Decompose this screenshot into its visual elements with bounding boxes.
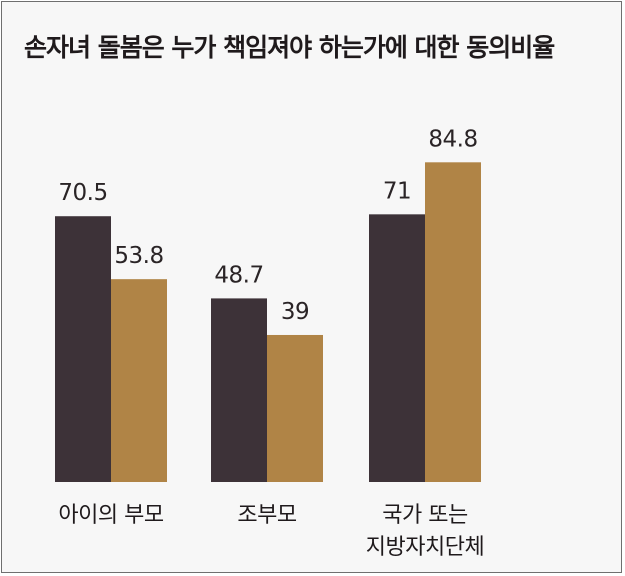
bar-g1-s0: [211, 298, 267, 482]
bar-g0-s0: [55, 216, 111, 482]
value-label-g0-s0: 70.5: [58, 180, 107, 206]
value-label-g2-s0: 71: [383, 178, 411, 204]
category-label-g2-line1: 지방자치단체: [366, 535, 484, 560]
chart-title: 손자녀 돌봄은 누가 책임져야 하는가에 대한 동의비율: [24, 33, 555, 62]
value-label-g2-s1: 84.8: [428, 126, 477, 152]
bar-g0-s1: [111, 279, 167, 482]
bar-g2-s1: [425, 162, 481, 482]
category-label-g0: 아이의 부모: [58, 503, 163, 528]
value-label-g1-s0: 48.7: [214, 262, 263, 288]
category-label-g2: 국가 또는: [382, 503, 468, 528]
value-label-g0-s1: 53.8: [114, 243, 163, 269]
category-label-g1: 조부모: [237, 503, 296, 528]
bar-g1-s1: [267, 334, 323, 482]
value-label-g1-s1: 39: [281, 299, 309, 325]
bar-g2-s0: [369, 214, 425, 482]
